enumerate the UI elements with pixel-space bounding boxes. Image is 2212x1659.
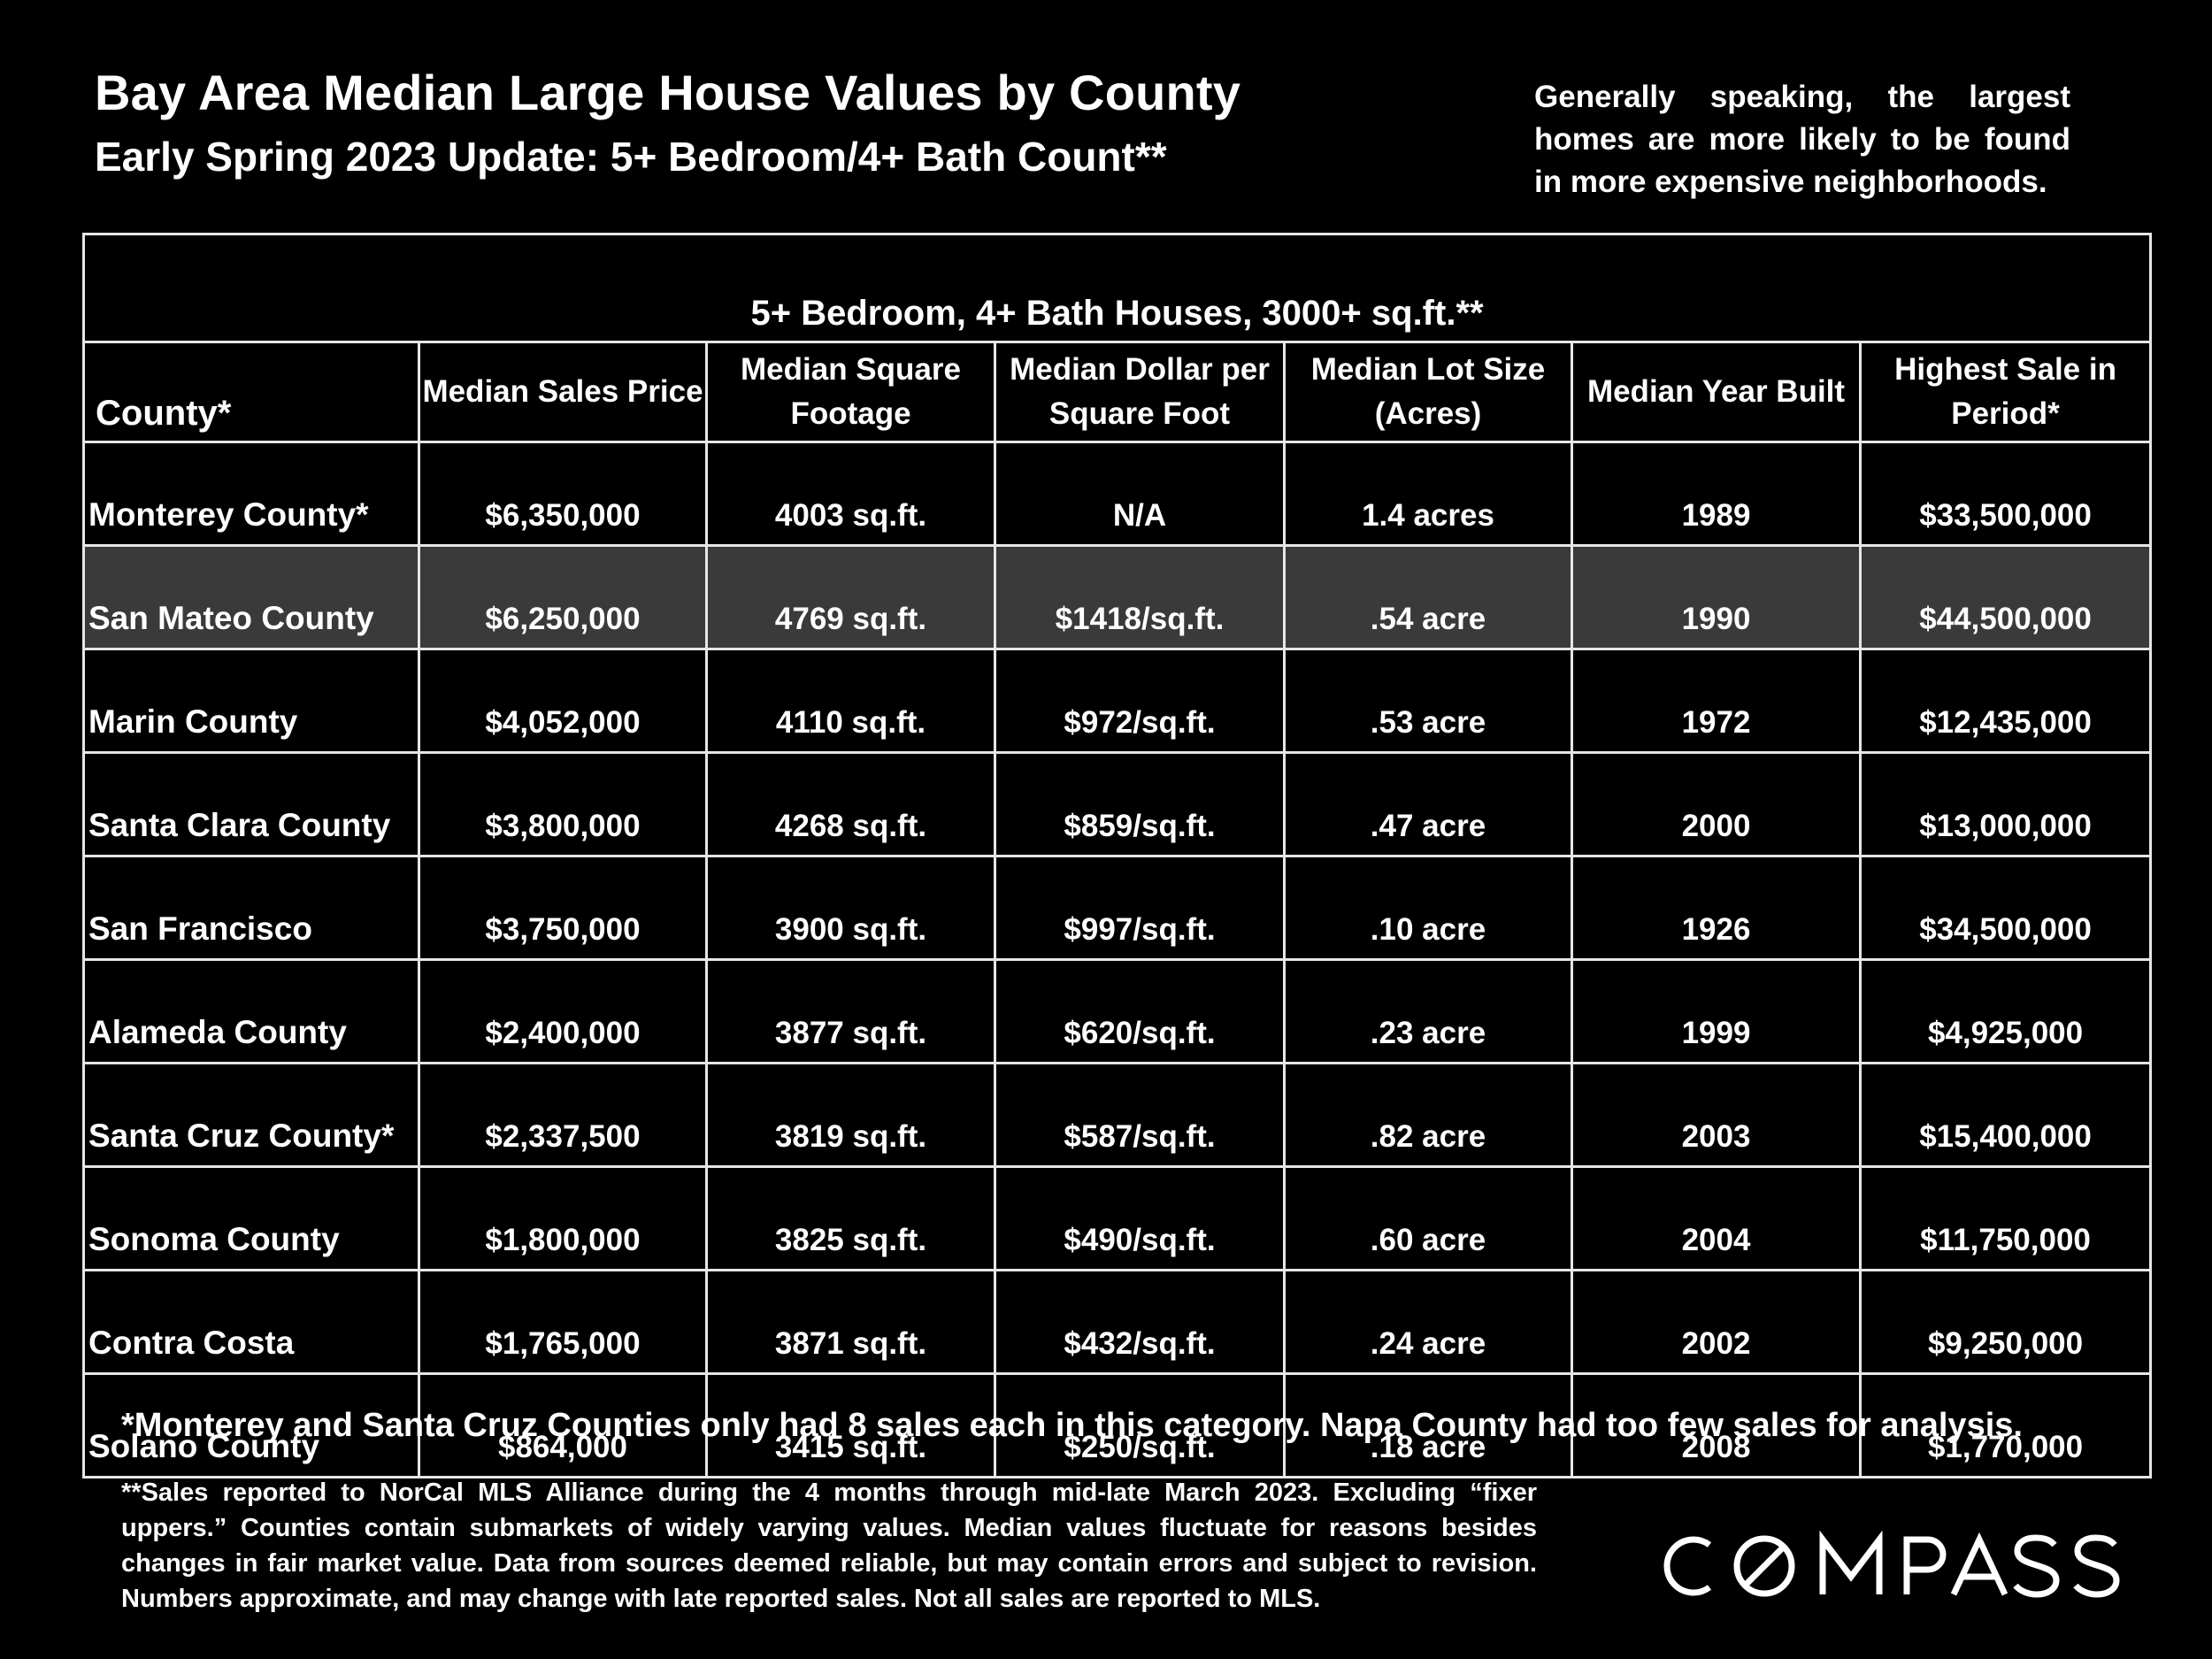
column-header-median-lot-size: Median Lot Size (Acres) <box>1283 341 1573 443</box>
table-cell-median-sales-price: $6,250,000 <box>418 544 708 650</box>
page-subtitle: Early Spring 2023 Update: 5+ Bedroom/4+ … <box>95 134 1167 180</box>
table-cell-median-dollar-per-sqft: $1418/sq.ft. <box>994 544 1286 650</box>
table-cell-median-square-footage: 3877 sq.ft. <box>705 958 996 1064</box>
table-row: Santa Clara County $3,800,000 4268 sq.ft… <box>82 751 2153 857</box>
table-cell-median-square-footage: 4110 sq.ft. <box>705 648 996 754</box>
table-cell-median-year-built: 1999 <box>1571 958 1862 1064</box>
footnote-primary: *Monterey and Santa Cruz Counties only h… <box>121 1407 2023 1444</box>
table-cell-highest-sale: $44,500,000 <box>1858 544 2153 650</box>
table-cell-median-square-footage: 3415 sq.ft. <box>705 1372 996 1479</box>
table-cell-median-square-footage: 4268 sq.ft. <box>705 751 996 857</box>
column-header-median-sales-price: Median Sales Price <box>418 341 708 443</box>
table-cell-county: Solano County <box>82 1372 420 1479</box>
column-header-median-dollar-per-sqft: Median Dollar per Square Foot <box>994 341 1286 443</box>
side-note: Generally speaking, the largest homes ar… <box>1534 80 2070 199</box>
table-row: Monterey County* $6,350,000 4003 sq.ft. … <box>82 441 2153 547</box>
table-cell-median-square-footage: 4769 sq.ft. <box>705 544 996 650</box>
table-cell-median-lot-size: .54 acre <box>1283 544 1573 650</box>
table-cell-median-sales-price: $864,000 <box>418 1372 708 1479</box>
table-cell-highest-sale: $34,500,000 <box>1858 855 2153 961</box>
table-cell-median-sales-price: $1,800,000 <box>418 1165 708 1271</box>
table-cell-median-year-built: 2004 <box>1571 1165 1862 1271</box>
table-cell-median-dollar-per-sqft: $859/sq.ft. <box>994 751 1286 857</box>
table-cell-county: Alameda County <box>82 958 420 1064</box>
table-cell-median-lot-size: .53 acre <box>1283 648 1573 754</box>
table-cell-median-lot-size: .18 acre <box>1283 1372 1573 1479</box>
table-cell-median-sales-price: $3,750,000 <box>418 855 708 961</box>
table-cell-median-lot-size: .82 acre <box>1283 1062 1573 1168</box>
table-cell-median-sales-price: $4,052,000 <box>418 648 708 754</box>
values-table: 5+ Bedroom, 4+ Bath Houses, 3000+ sq.ft.… <box>81 233 2153 1479</box>
table-cell-median-dollar-per-sqft: $250/sq.ft. <box>994 1372 1286 1479</box>
table-cell-median-sales-price: $2,337,500 <box>418 1062 708 1168</box>
table-cell-median-dollar-per-sqft: $972/sq.ft. <box>994 648 1286 754</box>
table-cell-highest-sale: $12,435,000 <box>1858 648 2153 754</box>
table-row: Santa Cruz County* $2,337,500 3819 sq.ft… <box>82 1062 2153 1168</box>
table-cell-median-square-footage: 3871 sq.ft. <box>705 1269 996 1375</box>
table-cell-median-square-footage: 3825 sq.ft. <box>705 1165 996 1271</box>
table-cell-median-lot-size: .60 acre <box>1283 1165 1573 1271</box>
table-band-title: 5+ Bedroom, 4+ Bath Houses, 3000+ sq.ft.… <box>81 233 2153 343</box>
table-cell-median-year-built: 1989 <box>1571 441 1862 547</box>
table-cell-median-square-footage: 3900 sq.ft. <box>705 855 996 961</box>
table-cell-median-dollar-per-sqft: $587/sq.ft. <box>994 1062 1286 1168</box>
footnote-secondary: **Sales reported to NorCal MLS Alliance … <box>121 1479 1537 1613</box>
table-cell-median-square-footage: 4003 sq.ft. <box>705 441 996 547</box>
table-cell-median-year-built: 2000 <box>1571 751 1862 857</box>
table-cell-highest-sale: $1,770,000 <box>1858 1372 2153 1479</box>
table-cell-median-lot-size: 1.4 acres <box>1283 441 1573 547</box>
table-cell-median-sales-price: $2,400,000 <box>418 958 708 1064</box>
table-row: Alameda County $2,400,000 3877 sq.ft. $6… <box>82 958 2153 1064</box>
table-cell-median-square-footage: 3819 sq.ft. <box>705 1062 996 1168</box>
table-row: Solano County $864,000 3415 sq.ft. $250/… <box>82 1372 2153 1479</box>
table-cell-median-lot-size: .24 acre <box>1283 1269 1573 1375</box>
compass-logo <box>1655 1531 2124 1601</box>
table-cell-highest-sale: $15,400,000 <box>1858 1062 2153 1168</box>
table-cell-county: Sonoma County <box>82 1165 420 1271</box>
column-header-median-square-footage: Median Square Footage <box>705 341 996 443</box>
table-cell-county: Contra Costa <box>82 1269 420 1375</box>
table-cell-highest-sale: $4,925,000 <box>1858 958 2153 1064</box>
table-cell-median-lot-size: .23 acre <box>1283 958 1573 1064</box>
table-cell-median-sales-price: $3,800,000 <box>418 751 708 857</box>
table-cell-median-lot-size: .47 acre <box>1283 751 1573 857</box>
table-cell-median-dollar-per-sqft: $432/sq.ft. <box>994 1269 1286 1375</box>
table-row: San Francisco $3,750,000 3900 sq.ft. $99… <box>82 855 2153 961</box>
column-header-highest-sale: Highest Sale in Period* <box>1858 341 2153 443</box>
table-cell-median-year-built: 1990 <box>1571 544 1862 650</box>
table-cell-median-dollar-per-sqft: N/A <box>994 441 1286 547</box>
table-band-row: 5+ Bedroom, 4+ Bath Houses, 3000+ sq.ft.… <box>81 233 2153 343</box>
table-cell-median-sales-price: $6,350,000 <box>418 441 708 547</box>
compass-logo-mark <box>1663 1531 2120 1598</box>
table-cell-highest-sale: $9,250,000 <box>1858 1269 2153 1375</box>
column-header-median-year-built: Median Year Built <box>1571 341 1862 443</box>
table-row: Contra Costa $1,765,000 3871 sq.ft. $432… <box>82 1269 2153 1375</box>
table-cell-median-dollar-per-sqft: $997/sq.ft. <box>994 855 1286 961</box>
table-row: San Mateo County $6,250,000 4769 sq.ft. … <box>82 544 2153 650</box>
table-header-row: County* Median Sales Price Median Square… <box>82 341 2153 443</box>
table-cell-county: Monterey County* <box>82 441 420 547</box>
table-cell-county: Marin County <box>82 648 420 754</box>
table-cell-median-lot-size: .10 acre <box>1283 855 1573 961</box>
table-cell-median-year-built: 2008 <box>1571 1372 1862 1479</box>
table-cell-highest-sale: $13,000,000 <box>1858 751 2153 857</box>
table-cell-county: Santa Cruz County* <box>82 1062 420 1168</box>
column-header-county: County* <box>82 341 420 443</box>
table-cell-highest-sale: $33,500,000 <box>1858 441 2153 547</box>
table-cell-highest-sale: $11,750,000 <box>1858 1165 2153 1271</box>
table-cell-county: San Mateo County <box>82 544 420 650</box>
values-table-container: 5+ Bedroom, 4+ Bath Houses, 3000+ sq.ft.… <box>81 233 2153 1479</box>
table-cell-median-year-built: 2002 <box>1571 1269 1862 1375</box>
table-cell-median-dollar-per-sqft: $490/sq.ft. <box>994 1165 1286 1271</box>
table-cell-median-year-built: 2003 <box>1571 1062 1862 1168</box>
table-row: Sonoma County $1,800,000 3825 sq.ft. $49… <box>82 1165 2153 1271</box>
page-title: Bay Area Median Large House Values by Co… <box>95 65 1241 120</box>
table-row: Marin County $4,052,000 4110 sq.ft. $972… <box>82 648 2153 754</box>
table-cell-county: Santa Clara County <box>82 751 420 857</box>
table-cell-median-sales-price: $1,765,000 <box>418 1269 708 1375</box>
table-cell-median-dollar-per-sqft: $620/sq.ft. <box>994 958 1286 1064</box>
table-cell-median-year-built: 1972 <box>1571 648 1862 754</box>
table-cell-county: San Francisco <box>82 855 420 961</box>
table-cell-median-year-built: 1926 <box>1571 855 1862 961</box>
